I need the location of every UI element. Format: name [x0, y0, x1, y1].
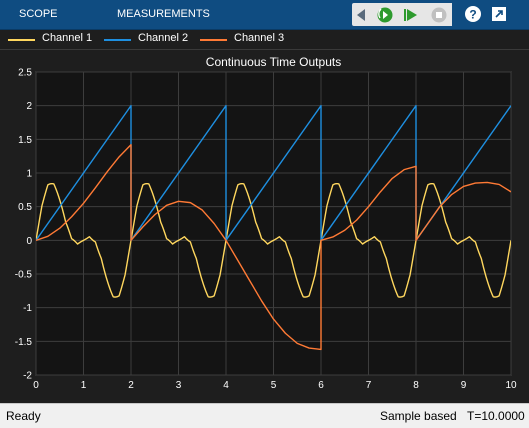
- tab-measurements[interactable]: MEASUREMENTS: [117, 8, 210, 20]
- run-icon[interactable]: [402, 6, 420, 24]
- status-bar: Ready Sample based T=10.0000: [0, 403, 529, 428]
- undock-icon[interactable]: [490, 5, 508, 23]
- x-tick-label: 9: [461, 380, 467, 391]
- tab-scope[interactable]: SCOPE: [19, 8, 58, 20]
- svg-text:?: ?: [469, 8, 476, 22]
- legend-swatch: [104, 39, 131, 41]
- sample-mode: Sample based: [380, 409, 457, 423]
- x-tick-label: 1: [81, 380, 87, 391]
- toolstrip: SCOPE MEASUREMENTS ?: [0, 0, 529, 30]
- x-tick-label: 6: [318, 380, 324, 391]
- x-tick-label: 10: [505, 380, 517, 391]
- y-tick-label: 0: [26, 236, 32, 247]
- status-text: Ready: [6, 409, 41, 423]
- x-tick-label: 2: [128, 380, 134, 391]
- y-tick-label: 1.5: [18, 135, 32, 146]
- y-tick-label: 2.5: [18, 68, 32, 79]
- step-back-icon[interactable]: [376, 6, 394, 24]
- y-tick-label: -0.5: [15, 270, 33, 281]
- x-tick-label: 8: [413, 380, 419, 391]
- scope-display: Continuous Time Outputs 0 1 2 3 4 5 6 7 8 9 10 -2 -1.…: [0, 50, 529, 402]
- y-tick-label: 0.5: [18, 202, 32, 213]
- legend-swatch: [200, 39, 227, 41]
- help-icon[interactable]: ?: [464, 5, 482, 23]
- stop-icon[interactable]: [430, 6, 448, 24]
- x-tick-label: 5: [271, 380, 277, 391]
- y-tick-label: -2: [23, 371, 32, 382]
- simulation-time: T=10.0000: [467, 409, 525, 423]
- y-tick-label: 1: [26, 169, 32, 180]
- x-tick-label: 7: [366, 380, 372, 391]
- chart-title: Continuous Time Outputs: [206, 55, 341, 69]
- x-tick-label: 3: [176, 380, 182, 391]
- y-tick-label: 2: [26, 101, 32, 112]
- legend-label: Channel 2: [138, 32, 189, 44]
- legend-label: Channel 3: [234, 32, 285, 44]
- legend-label: Channel 1: [42, 32, 93, 44]
- simulation-controls: [352, 3, 452, 26]
- series-line-3: [36, 144, 511, 351]
- x-tick-label: 0: [33, 380, 39, 391]
- legend-swatch: [8, 39, 35, 41]
- legend: Channel 1 Channel 2 Channel 3: [0, 30, 529, 50]
- series-line-1: [36, 182, 511, 298]
- y-tick-label: -1.5: [15, 337, 33, 348]
- y-tick-label: -1: [23, 303, 32, 314]
- x-tick-label: 4: [223, 380, 229, 391]
- back-arrow-icon[interactable]: [354, 6, 372, 24]
